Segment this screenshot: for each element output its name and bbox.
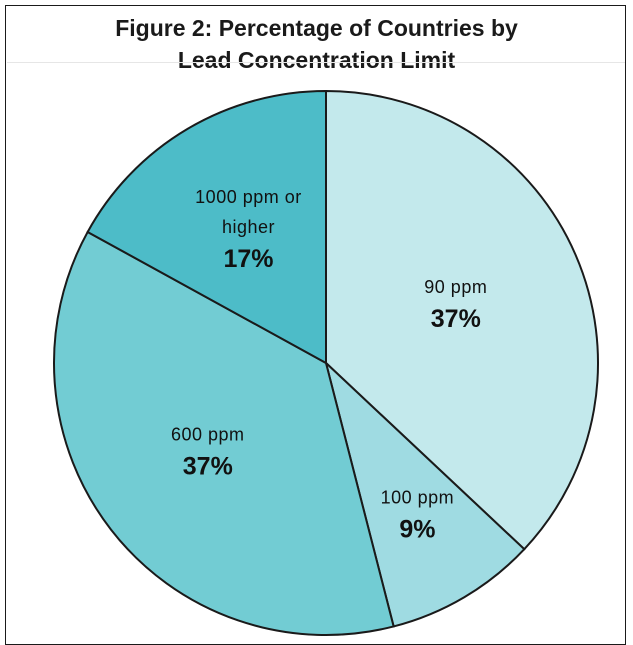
slice-4-label-line-2: higher (222, 217, 275, 237)
pie-slice-4 (86, 89, 327, 365)
pie-slice-2 (324, 359, 526, 628)
slice-3-label-line-1: 600 ppm (171, 425, 245, 445)
pie-slices (53, 89, 599, 636)
chart-title: Figure 2: Percentage of Countries by Lea… (0, 12, 633, 76)
slice-2-label-line-1: 100 ppm (381, 488, 455, 508)
pie-labels: 90 ppm 37% 100 ppm 9% 600 ppm 37% 1000 ppm or h… (171, 187, 487, 544)
slice-4-value-label: 17% (223, 245, 273, 273)
slice-1-value-label: 37% (431, 305, 481, 333)
slice-2-value-label: 9% (399, 516, 435, 544)
chart-title-line-2: Lead Concentration Limit (177, 47, 456, 73)
slice-1-label-line-1: 90 ppm (424, 277, 487, 297)
slice-3-value-label: 37% (183, 453, 233, 481)
slice-4-label-line-1: 1000 ppm or (195, 187, 302, 207)
pie-slice-1 (325, 89, 599, 551)
title-divider (7, 62, 625, 63)
pie-slice-3 (53, 230, 395, 636)
chart-title-line-1: Figure 2: Percentage of Countries by (115, 15, 518, 41)
